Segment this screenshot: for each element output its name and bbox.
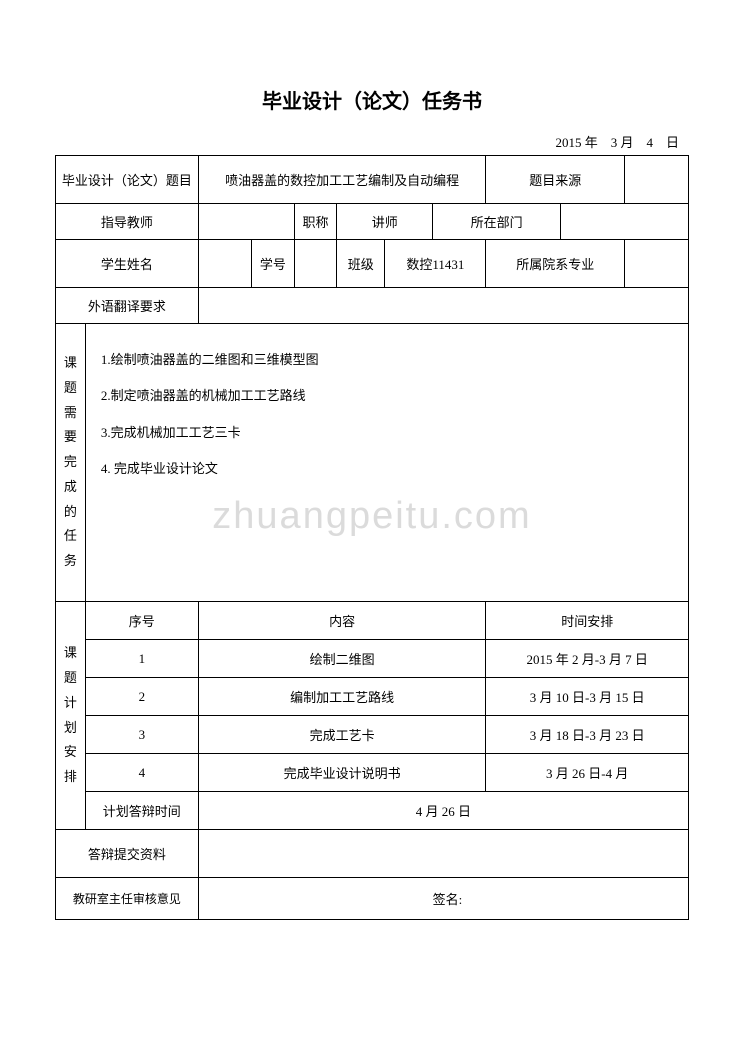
schedule-content: 编制加工工艺路线 [198,678,486,716]
col-time-header: 时间安排 [486,602,689,640]
major-value [624,240,688,288]
schedule-time: 2015 年 2 月-3 月 7 日 [486,640,689,678]
student-id-value [294,240,337,288]
source-value [624,156,688,204]
page-title: 毕业设计（论文）任务书 [55,85,689,114]
task-item: 3.完成机械加工工艺三卡 [101,415,673,451]
student-id-label: 学号 [252,240,295,288]
student-name-label: 学生姓名 [56,240,199,288]
source-label: 题目来源 [486,156,625,204]
dept-value [561,204,689,240]
defense-label: 计划答辩时间 [85,792,198,830]
jobtitle-label: 职称 [294,204,337,240]
class-label: 班级 [337,240,385,288]
schedule-content: 绘制二维图 [198,640,486,678]
schedule-header: 课 题 计 划 安 排 [56,602,86,830]
class-value: 数控11431 [385,240,486,288]
task-item: 2.制定喷油器盖的机械加工工艺路线 [101,378,673,414]
teacher-label: 指导教师 [56,204,199,240]
date-line: 2015 年 3 月 4 日 [55,132,689,151]
tasks-content: 1.绘制喷油器盖的二维图和三维模型图 2.制定喷油器盖的机械加工工艺路线 3.完… [85,324,688,602]
task-item: 4. 完成毕业设计论文 [101,451,673,487]
schedule-time: 3 月 26 日-4 月 [486,754,689,792]
schedule-content: 完成毕业设计说明书 [198,754,486,792]
main-table: 毕业设计（论文）题目 喷油器盖的数控加工工艺编制及自动编程 题目来源 指导教师 … [55,155,689,920]
student-name-value [198,240,251,288]
schedule-no: 2 [85,678,198,716]
major-label: 所属院系专业 [486,240,625,288]
task-item: 1.绘制喷油器盖的二维图和三维模型图 [101,342,673,378]
materials-label: 答辩提交资料 [56,830,199,878]
schedule-no: 1 [85,640,198,678]
schedule-no: 4 [85,754,198,792]
topic-label: 毕业设计（论文）题目 [56,156,199,204]
defense-value: 4 月 26 日 [198,792,688,830]
col-content-header: 内容 [198,602,486,640]
translation-label: 外语翻译要求 [56,288,199,324]
dept-label: 所在部门 [433,204,561,240]
materials-value [198,830,688,878]
teacher-value [198,204,294,240]
topic-value: 喷油器盖的数控加工工艺编制及自动编程 [198,156,486,204]
schedule-time: 3 月 10 日-3 月 15 日 [486,678,689,716]
col-no-header: 序号 [85,602,198,640]
schedule-no: 3 [85,716,198,754]
sign-label: 签名: [198,878,688,920]
schedule-time: 3 月 18 日-3 月 23 日 [486,716,689,754]
tasks-header: 课 题 需 要 完 成 的 任 务 [56,324,86,602]
jobtitle-value: 讲师 [337,204,433,240]
review-label: 教研室主任审核意见 [56,878,199,920]
schedule-content: 完成工艺卡 [198,716,486,754]
translation-value [198,288,688,324]
